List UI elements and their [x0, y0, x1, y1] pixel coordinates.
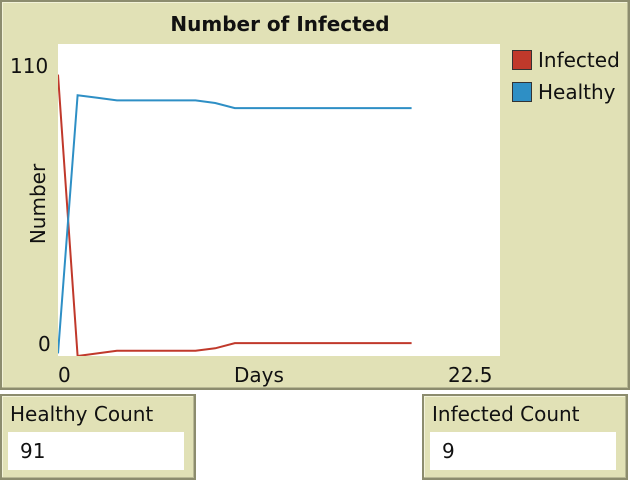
infected-count-value: 9: [430, 432, 616, 470]
infected-count-label: Infected Count: [432, 402, 580, 426]
y-axis-label: Number: [26, 163, 50, 245]
legend-label-healthy: Healthy: [538, 80, 616, 104]
legend-label-infected: Infected: [538, 48, 620, 72]
healthy-count-value: 91: [8, 432, 184, 470]
y-min-tick-label: 0: [38, 332, 51, 356]
plot-area: [57, 44, 500, 358]
healthy-count-label: Healthy Count: [10, 402, 154, 426]
series-line-infected: [57, 74, 412, 358]
legend: Infected Healthy: [512, 44, 620, 108]
x-max-tick-label: 22.5: [448, 363, 493, 387]
x-axis-label: Days: [234, 363, 284, 387]
legend-item-infected: Infected: [512, 44, 620, 76]
x-min-tick-label: 0: [58, 363, 71, 387]
legend-swatch-healthy: [512, 82, 532, 102]
legend-swatch-infected: [512, 50, 532, 70]
y-max-tick-label: 110: [10, 54, 49, 78]
infection-plot: Number of Infected 110 0 Number 0 Days 2…: [0, 0, 630, 390]
infected-count-monitor: Infected Count 9: [422, 394, 628, 480]
legend-item-healthy: Healthy: [512, 76, 620, 108]
series-line-healthy: [57, 94, 412, 354]
line-chart: [57, 74, 412, 358]
healthy-count-monitor: Healthy Count 91: [0, 394, 196, 480]
plot-title: Number of Infected: [170, 12, 390, 36]
